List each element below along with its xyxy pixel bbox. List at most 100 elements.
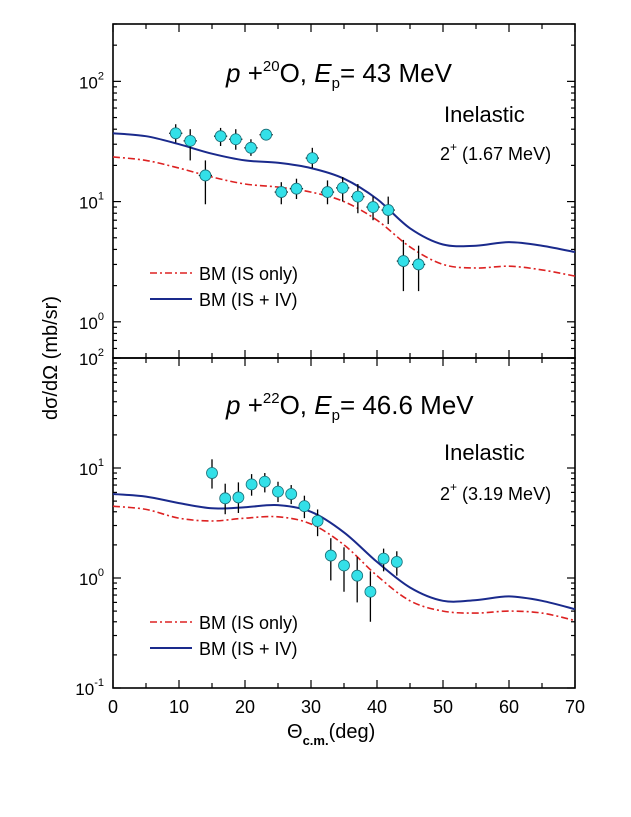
x-tick-label: 40 <box>367 697 387 717</box>
series-line-is-iv <box>112 132 576 254</box>
data-point <box>258 473 271 493</box>
marker <box>311 515 324 527</box>
marker <box>260 128 273 141</box>
panel-bottom-state: 2+ (3.19 MeV) <box>440 480 551 504</box>
x-tick-label: 0 <box>108 697 118 717</box>
marker <box>245 141 257 154</box>
panel-top-state: 2+ (1.67 MeV) <box>440 140 551 164</box>
panel-top-points <box>169 124 426 292</box>
marker <box>184 134 197 147</box>
panel-top-annotation: Inelastic <box>444 102 525 127</box>
data-point <box>206 459 218 489</box>
panel-top-title: p +20O, Ep= 43 MeV <box>225 58 453 92</box>
marker <box>199 169 212 182</box>
marker <box>351 569 364 582</box>
title-p: p <box>225 390 240 420</box>
marker <box>272 485 284 498</box>
y-tick-label: 101 <box>79 457 104 479</box>
marker <box>258 475 271 488</box>
marker <box>169 127 182 140</box>
x-tick-labels: 0 10 20 30 40 50 60 70 <box>108 697 585 717</box>
state-energy: (1.67 MeV) <box>457 144 551 164</box>
marker <box>206 467 218 479</box>
data-point <box>377 548 390 572</box>
marker <box>306 152 319 164</box>
panel-top-y-tick-labels: 100 101 102 <box>79 70 104 332</box>
data-point <box>274 182 288 205</box>
data-point <box>244 139 258 156</box>
title-sub: p <box>332 407 340 424</box>
x-tick-label: 50 <box>433 697 453 717</box>
data-point <box>232 482 245 513</box>
marker <box>367 201 379 213</box>
state-sup: + <box>450 140 457 154</box>
data-point <box>324 538 337 581</box>
data-point <box>351 557 364 603</box>
data-point <box>219 483 232 515</box>
data-point <box>336 177 350 202</box>
x-label-base: Θ <box>287 721 303 743</box>
y-axis-label: dσ/dΩ (mb/sr) <box>40 296 62 420</box>
title-energy: = 46.6 MeV <box>340 390 474 420</box>
data-point <box>259 128 273 141</box>
x-label-sub: c.m. <box>303 733 329 748</box>
data-point <box>245 474 258 496</box>
title-E: E <box>314 58 332 88</box>
marker <box>351 190 364 203</box>
title-p: p <box>225 58 240 88</box>
legend-label-is-only: BM (IS only) <box>199 264 298 284</box>
x-tick-label: 60 <box>499 697 519 717</box>
panel-bottom-title: p +22O, Ep= 46.6 MeV <box>225 390 474 424</box>
marker <box>285 488 298 500</box>
title-element: O, <box>280 390 315 420</box>
data-point <box>198 160 212 205</box>
marker <box>336 181 349 194</box>
y-tick-label: 100 <box>79 311 104 333</box>
data-point <box>390 551 403 576</box>
panel-bottom-points <box>206 459 403 622</box>
data-point <box>364 571 377 622</box>
marker <box>245 478 258 491</box>
y-tick-label: 102 <box>79 347 104 369</box>
y-tick-label: 100 <box>79 567 104 589</box>
panel-top-curves <box>112 132 576 277</box>
legend-label-is-only: BM (IS only) <box>199 613 298 633</box>
x-axis-label: Θc.m.(deg) <box>287 721 375 748</box>
data-point <box>396 239 410 292</box>
data-point <box>381 196 395 225</box>
marker <box>412 258 425 271</box>
title-mass: 20 <box>263 58 280 75</box>
x-tick-label: 10 <box>169 697 189 717</box>
marker <box>290 182 303 195</box>
panel-bottom-curves <box>112 493 576 622</box>
marker <box>298 500 311 513</box>
data-point <box>289 178 304 200</box>
marker <box>364 585 377 598</box>
title-element: O, <box>280 58 315 88</box>
x-tick-label: 30 <box>301 697 321 717</box>
y-tick-label: 102 <box>79 70 104 92</box>
data-point <box>338 547 350 592</box>
title-plus: + <box>240 58 262 88</box>
marker <box>377 552 390 565</box>
title-plus: + <box>240 390 262 420</box>
state-energy: (3.19 MeV) <box>457 484 551 504</box>
data-point <box>305 147 319 169</box>
title-E: E <box>314 390 332 420</box>
data-point <box>169 124 183 143</box>
state-sup: + <box>450 480 457 494</box>
panel-bottom-ticks <box>112 357 576 689</box>
x-tick-label: 20 <box>235 697 255 717</box>
panel-bottom-y-tick-labels: 10-1 100 101 102 <box>75 347 104 699</box>
state-base: 2 <box>440 144 450 164</box>
panel-bottom-legend: BM (IS only) BM (IS + IV) <box>150 613 298 659</box>
marker <box>324 549 337 562</box>
marker <box>232 491 245 504</box>
x-tick-label: 70 <box>565 697 585 717</box>
data-point <box>213 127 228 146</box>
marker <box>382 204 395 216</box>
panel-bottom: 10-1 100 101 102 0 10 20 30 40 50 60 70 p +22O, Ep… <box>75 347 585 717</box>
marker <box>390 556 403 568</box>
